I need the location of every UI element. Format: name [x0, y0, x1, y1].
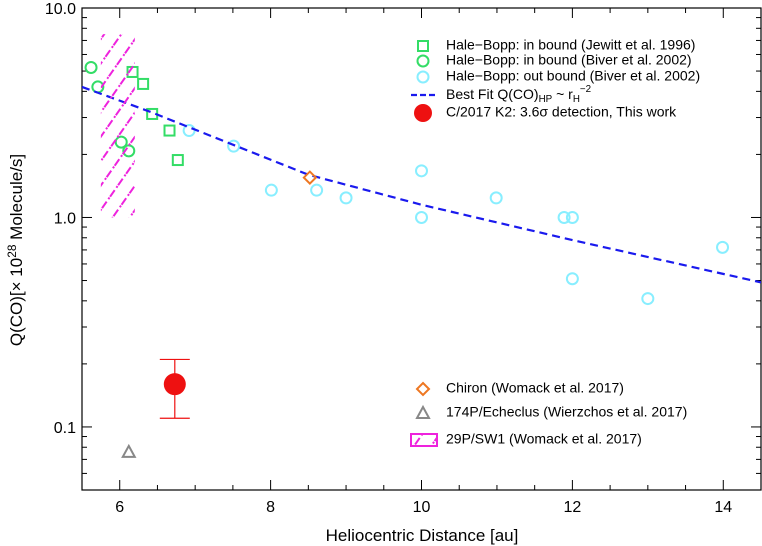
y-tick-label: 10.0 [45, 1, 76, 18]
legend-label: C/2017 K2: 3.6σ detection, This work [446, 104, 677, 120]
fit-line [82, 85, 761, 284]
text-part: −2 [580, 84, 591, 95]
circle-marker [416, 54, 430, 68]
y-axis-label: Q(CO)[× 1028 Molecule/s] [5, 154, 26, 346]
square-marker [137, 77, 150, 90]
hatched-region [100, 34, 135, 218]
legend-label: 174P/Echeclus (Wierzchos et al. 2017) [446, 404, 687, 420]
circle-marker [416, 70, 430, 84]
dot-marker [163, 373, 186, 396]
text-part: Best Fit Q(CO) [446, 86, 539, 102]
x-tick-label: 6 [115, 499, 124, 516]
triangle-marker [415, 404, 431, 419]
dot-marker [414, 104, 432, 122]
legend-label: Hale−Bopp: in bound (Jewitt et al. 1996) [446, 37, 695, 53]
square-marker [163, 124, 176, 137]
legend-label: Hale−Bopp: in bound (Biver et al. 2002) [446, 52, 692, 68]
circle-marker [489, 191, 503, 205]
circle-marker [264, 183, 278, 197]
circle-marker [339, 191, 353, 205]
circle-marker [557, 210, 571, 224]
circle-marker [716, 240, 730, 254]
x-tick-label: 14 [714, 499, 732, 516]
legend-hatch [410, 433, 438, 447]
text-part: Molecule/s] [7, 154, 26, 245]
legend-label: Hale−Bopp: out bound (Biver et al. 2002) [446, 68, 700, 84]
legend-label: 29P/SW1 (Womack et al. 2017) [446, 431, 642, 447]
x-tick-label: 8 [266, 499, 275, 516]
circle-marker [310, 183, 324, 197]
x-axis-label: Heliocentric Distance [au] [326, 526, 519, 545]
triangle-marker [121, 443, 137, 458]
legend-label: Best Fit Q(CO)HP ~ rH−2 [446, 84, 591, 105]
y-tick-label: 1.0 [54, 210, 76, 227]
y-tick-label: 0.1 [54, 420, 76, 437]
text-part: 28 [5, 244, 19, 258]
square-marker [171, 154, 184, 167]
circle-marker [415, 210, 428, 224]
circle-marker [641, 292, 655, 306]
diamond-marker [415, 381, 431, 397]
circle-marker [565, 210, 579, 224]
circle-marker [415, 164, 428, 178]
diamond-marker [302, 170, 318, 186]
circle-marker [84, 60, 98, 74]
x-tick-label: 12 [563, 499, 581, 516]
circle-marker [227, 139, 241, 153]
circle-marker [565, 272, 579, 286]
text-part: ~ r [552, 86, 573, 102]
text-part: Q(CO)[× 10 [7, 258, 26, 346]
square-marker [417, 40, 429, 52]
text-part: H [573, 94, 580, 105]
x-tick-label: 10 [413, 499, 431, 516]
text-part: HP [539, 94, 553, 105]
legend-label: Chiron (Womack et al. 2017) [446, 380, 624, 396]
plot-area [82, 34, 761, 458]
